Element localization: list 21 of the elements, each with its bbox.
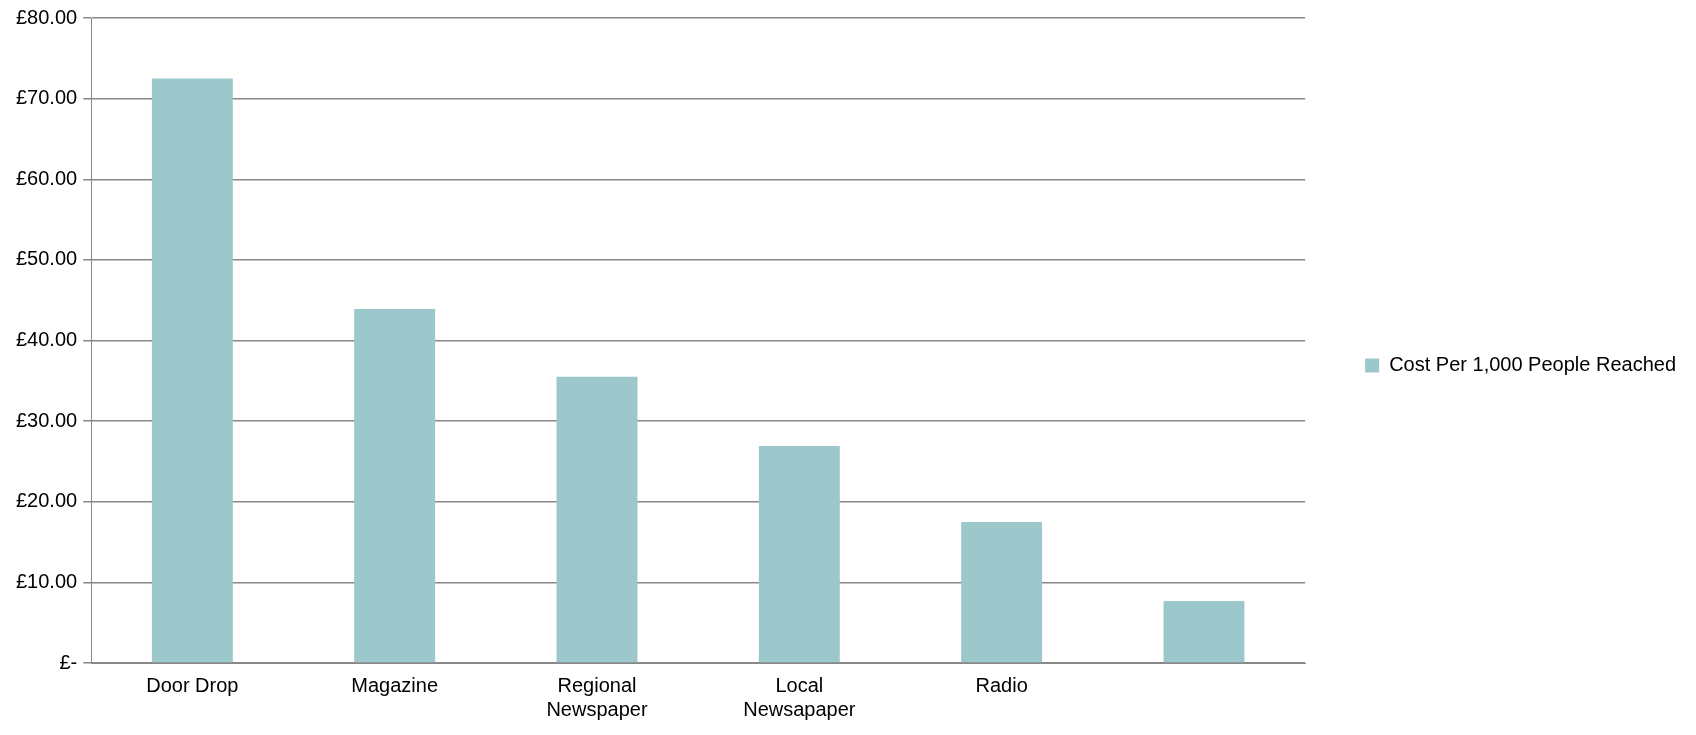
bar bbox=[354, 309, 436, 663]
bar bbox=[961, 521, 1043, 663]
legend-label: Cost Per 1,000 People Reached bbox=[1389, 353, 1676, 376]
x-tick-label: Door Drop bbox=[146, 673, 239, 696]
bar bbox=[151, 78, 233, 663]
y-tick-label: £70.00 bbox=[16, 86, 78, 109]
x-tick-label: Radio bbox=[975, 673, 1028, 696]
x-tick-label: Regional Newspaper bbox=[546, 673, 648, 720]
y-tick-label: £80.00 bbox=[16, 5, 78, 28]
y-tick-label: £50.00 bbox=[16, 247, 78, 270]
bar bbox=[1163, 600, 1245, 663]
y-tick-label: £30.00 bbox=[16, 408, 78, 431]
y-tick-label: £20.00 bbox=[16, 489, 78, 512]
bar bbox=[758, 446, 840, 663]
bar bbox=[556, 376, 638, 663]
x-tick-label: Magazine bbox=[351, 673, 439, 696]
y-tick-label: £40.00 bbox=[16, 328, 78, 351]
y-tick-label: £- bbox=[59, 650, 78, 673]
y-tick-label: £60.00 bbox=[16, 166, 78, 189]
y-tick-label: £10.00 bbox=[16, 569, 78, 592]
x-tick-label: Local Newsapaper bbox=[743, 673, 856, 720]
